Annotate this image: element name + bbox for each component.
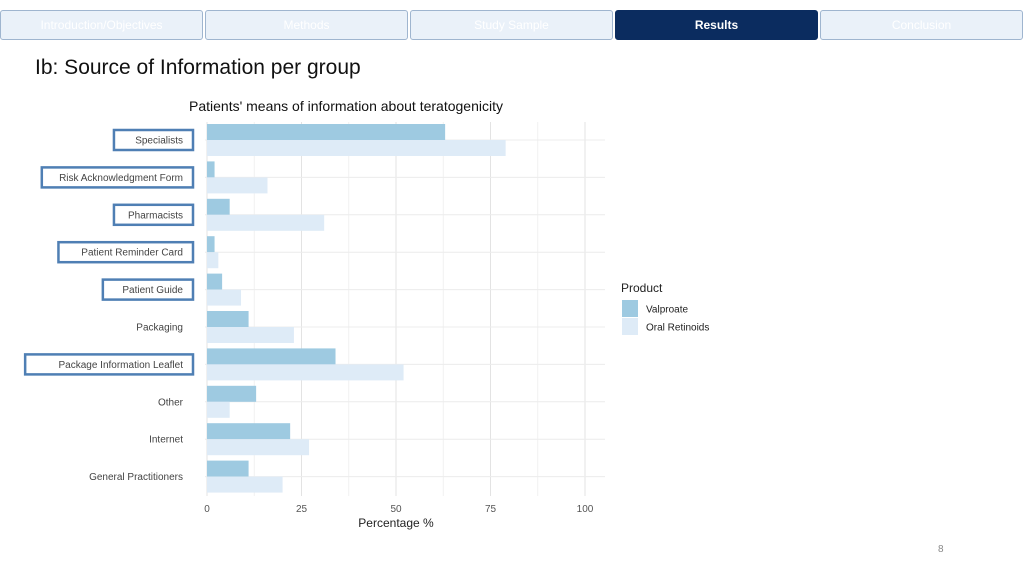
- x-axis-label: Percentage %: [358, 516, 434, 530]
- category-label-patient-guide: Patient Guide: [122, 285, 183, 296]
- category-label-risk-acknowledgment-form: Risk Acknowledgment Form: [59, 173, 183, 184]
- bar-oral-retinoids-package-information-leaflet: [207, 364, 404, 381]
- x-tick-label-25: 25: [296, 504, 308, 515]
- section-nav: Introduction/Objectives Methods Study Sa…: [0, 10, 1024, 40]
- category-label-pharmacists: Pharmacists: [128, 210, 183, 221]
- category-label-patient-reminder-card: Patient Reminder Card: [81, 248, 183, 259]
- bar-valproate-patient-guide: [207, 273, 223, 290]
- highlight-box-pharmacists: [112, 203, 195, 227]
- tab-study-sample[interactable]: Study Sample: [410, 10, 613, 40]
- bar-oral-retinoids-other: [207, 401, 230, 418]
- bar-valproate-specialists: [207, 124, 446, 140]
- bar-valproate-patient-reminder-card: [207, 236, 215, 253]
- legend-swatch-oral-retinoids: [622, 318, 638, 335]
- legend-title: Product: [621, 281, 663, 295]
- x-tick-label-100: 100: [577, 504, 594, 515]
- bar-oral-retinoids-packaging: [207, 327, 294, 343]
- bar-oral-retinoids-pharmacists: [207, 214, 325, 231]
- highlight-box-patient-guide: [101, 278, 195, 301]
- bar-valproate-packaging: [207, 311, 249, 327]
- x-tick-label-50: 50: [390, 504, 402, 515]
- tab-results[interactable]: Results: [615, 10, 818, 40]
- bar-oral-retinoids-patient-reminder-card: [207, 252, 219, 269]
- category-label-packaging: Packaging: [136, 323, 183, 334]
- page-number: 8: [938, 544, 944, 555]
- tab-methods[interactable]: Methods: [205, 10, 408, 40]
- legend-swatch-valproate: [622, 300, 638, 317]
- tab-conclusion[interactable]: Conclusion: [820, 10, 1023, 40]
- bar-oral-retinoids-internet: [207, 439, 310, 456]
- bar-oral-retinoids-specialists: [207, 140, 506, 156]
- legend-label-oral-retinoids: Oral Retinoids: [646, 323, 709, 334]
- chart-title: Patients' means of information about ter…: [189, 98, 503, 114]
- x-tick-label-75: 75: [485, 504, 497, 515]
- bar-valproate-internet: [207, 423, 291, 440]
- highlight-box-specialists: [112, 128, 195, 152]
- page-title: Ib: Source of Information per group: [35, 56, 361, 79]
- category-label-other: Other: [158, 397, 184, 408]
- bar-valproate-package-information-leaflet: [207, 348, 336, 365]
- highlight-box-patient-reminder-card: [57, 240, 195, 264]
- bar-valproate-risk-acknowledgment-form: [207, 161, 215, 178]
- bar-oral-retinoids-patient-guide: [207, 289, 242, 306]
- highlight-box-package-information-leaflet: [23, 353, 195, 376]
- bar-valproate-other: [207, 385, 257, 402]
- tab-introduction-objectives[interactable]: Introduction/Objectives: [0, 10, 203, 40]
- highlight-box-risk-acknowledgment-form: [40, 166, 195, 189]
- category-label-specialists: Specialists: [135, 136, 183, 147]
- x-tick-label-0: 0: [204, 504, 210, 515]
- legend-label-valproate: Valproate: [646, 305, 689, 316]
- category-label-package-information-leaflet: Package Information Leaflet: [58, 360, 183, 371]
- bar-valproate-pharmacists: [207, 198, 230, 215]
- bar-oral-retinoids-risk-acknowledgment-form: [207, 177, 268, 194]
- category-label-general-practitioners: General Practitioners: [89, 472, 183, 483]
- category-label-internet: Internet: [149, 435, 183, 446]
- bar-oral-retinoids-general-practitioners: [207, 476, 283, 493]
- bar-valproate-general-practitioners: [207, 460, 249, 477]
